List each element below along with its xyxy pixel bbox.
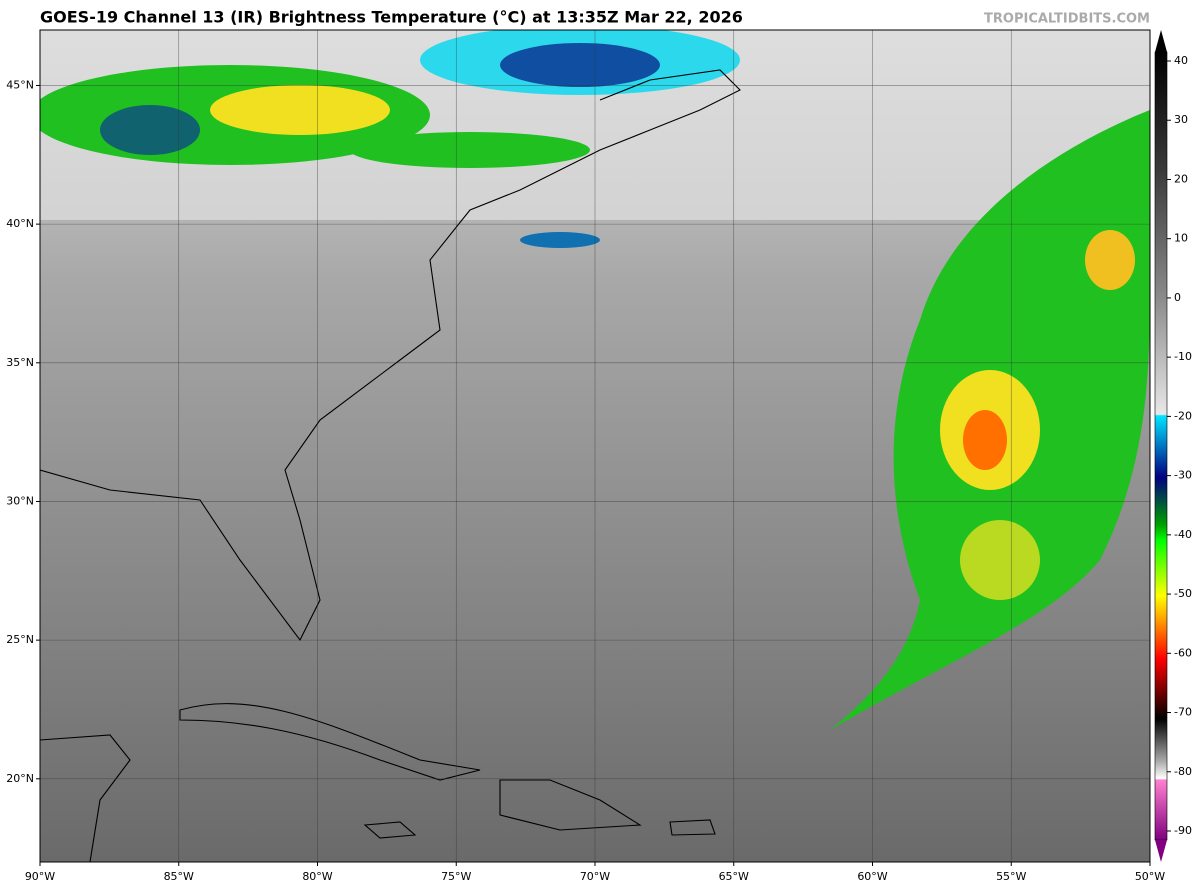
colorbar-tick-label: -20 — [1174, 409, 1192, 422]
title: GOES-19 Channel 13 (IR) Brightness Tempe… — [40, 8, 743, 27]
cloud — [350, 132, 590, 168]
colorbar-extend-top — [1155, 30, 1167, 52]
lon-tick-label: 65°W — [719, 870, 749, 883]
cloud — [520, 232, 600, 248]
coastline — [40, 69, 741, 642]
lon-tick-label: 70°W — [580, 870, 610, 883]
colorbar-extend-bottom — [1155, 840, 1167, 862]
colorbar-tick-label: -90 — [1174, 824, 1192, 837]
colorbar-tick-label: 20 — [1174, 172, 1188, 185]
colorbar-tick-label: -10 — [1174, 350, 1192, 363]
cloud — [100, 105, 200, 155]
lat-tick-label: 35°N — [6, 356, 34, 369]
watermark: TROPICALTIDBITS.COM — [984, 12, 1150, 27]
imagery — [40, 30, 1150, 862]
cloud — [960, 520, 1040, 600]
yucatan — [40, 734, 131, 862]
colorbar-tick-label: -70 — [1174, 706, 1192, 719]
lon-tick-label: 90°W — [25, 870, 55, 883]
colorbar-tick-label: -60 — [1174, 646, 1192, 659]
lat-tick-label: 30°N — [6, 494, 34, 507]
colorbar-tick-label: 0 — [1174, 291, 1181, 304]
colorbar-tick-label: 10 — [1174, 232, 1188, 245]
hispaniola — [499, 779, 642, 831]
lon-tick-label: 80°W — [302, 870, 332, 883]
lon-tick-label: 75°W — [441, 870, 471, 883]
lon-tick-label: 60°W — [857, 870, 887, 883]
colorbar-tick-label: -30 — [1174, 469, 1192, 482]
cloud — [500, 43, 660, 87]
jamaica — [363, 821, 417, 839]
lat-tick-label: 45°N — [6, 78, 34, 91]
lon-tick-label: 85°W — [164, 870, 194, 883]
cloud — [1085, 230, 1135, 290]
colorbar-tick-label: 30 — [1174, 113, 1188, 126]
colorbar-tick-label: -80 — [1174, 765, 1192, 778]
colorbar — [1154, 51, 1168, 841]
cloud — [963, 410, 1007, 470]
lon-tick-label: 55°W — [996, 870, 1026, 883]
cloud — [210, 85, 390, 135]
cuba — [179, 703, 481, 781]
lon-tick-label: 50°W — [1135, 870, 1165, 883]
puerto-rico — [669, 819, 716, 836]
colorbar-tick-label: -40 — [1174, 528, 1192, 541]
lat-tick-label: 20°N — [6, 772, 34, 785]
lat-tick-label: 40°N — [6, 217, 34, 230]
colorbar-tick-label: 40 — [1174, 54, 1188, 67]
colorbar-tick-label: -50 — [1174, 587, 1192, 600]
lat-tick-label: 25°N — [6, 633, 34, 646]
